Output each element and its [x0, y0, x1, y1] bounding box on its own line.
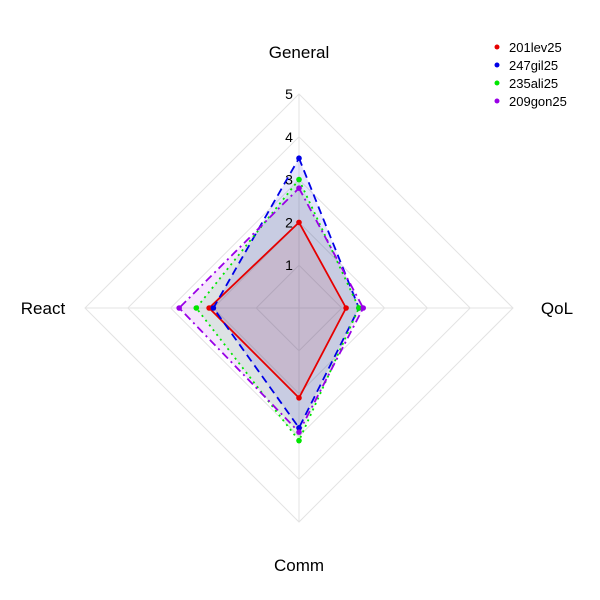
data-point-247gil25-comm [296, 425, 302, 431]
data-point-209gon25-react [176, 305, 182, 311]
series-fill-201lev25 [209, 222, 347, 398]
tick-label-2: 2 [285, 214, 293, 230]
data-point-209gon25-general [296, 185, 302, 191]
legend: 201lev25 247gil25 235ali25 209gon25 [494, 40, 567, 109]
data-point-201lev25-general [296, 219, 302, 226]
axis-label-react: React [21, 299, 66, 318]
legend-label: 235ali25 [509, 76, 558, 91]
data-point-247gil25-general [296, 155, 302, 161]
data-point-209gon25-qol [360, 305, 367, 311]
axis-label-qol: QoL [541, 299, 573, 318]
tick-label-3: 3 [285, 172, 293, 188]
data-point-235ali25-react [193, 305, 200, 311]
data-point-235ali25-comm [296, 437, 302, 444]
series-fills [179, 158, 364, 441]
data-point-201lev25-qol [343, 305, 349, 311]
data-point-235ali25-qol [356, 305, 362, 311]
legend-marker [494, 44, 500, 50]
grid [84, 93, 514, 523]
radial-ticks: 1 2 3 4 5 [285, 86, 293, 273]
legend-marker [494, 80, 500, 86]
data-point-201lev25-react [206, 305, 212, 311]
series-fill-235ali25 [196, 179, 359, 441]
axis-label-general: General [269, 43, 329, 62]
legend-marker [494, 62, 500, 68]
data-point-235ali25-general [296, 176, 302, 183]
data-point-247gil25-react [210, 305, 217, 311]
tick-label-1: 1 [285, 257, 293, 273]
tick-label-4: 4 [285, 129, 293, 145]
series-fill-247gil25 [213, 158, 359, 428]
legend-label: 209gon25 [509, 94, 567, 109]
legend-marker [494, 98, 500, 104]
axis-labels: General QoL Comm React [21, 43, 573, 575]
legend-label: 201lev25 [509, 40, 562, 55]
series-line-247gil25 [212, 157, 360, 429]
legend-label: 247gil25 [509, 58, 558, 73]
tick-label-5: 5 [285, 86, 293, 102]
data-point-201lev25-comm [296, 395, 302, 401]
series-fill-209gon25 [179, 188, 364, 433]
data-point-209gon25-comm [296, 429, 302, 435]
series-points [176, 155, 367, 444]
axis-label-comm: Comm [274, 556, 324, 575]
